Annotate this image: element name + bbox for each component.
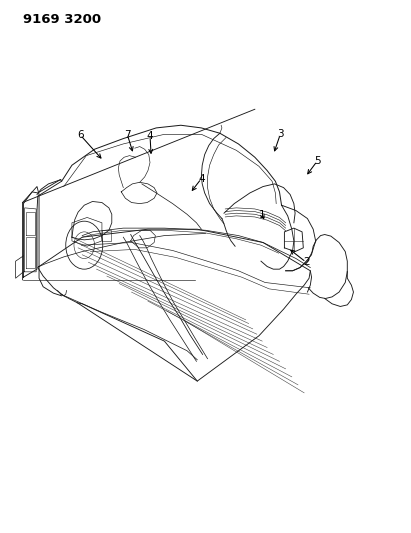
Text: 6: 6 [77,130,83,140]
Text: 4: 4 [198,174,205,183]
Text: 2: 2 [303,257,309,267]
Text: 4: 4 [147,131,153,141]
Text: 7: 7 [124,130,131,140]
Text: 3: 3 [277,130,284,139]
Text: 9169 3200: 9169 3200 [23,13,101,26]
Text: 5: 5 [314,156,321,166]
Text: 1: 1 [259,210,266,220]
